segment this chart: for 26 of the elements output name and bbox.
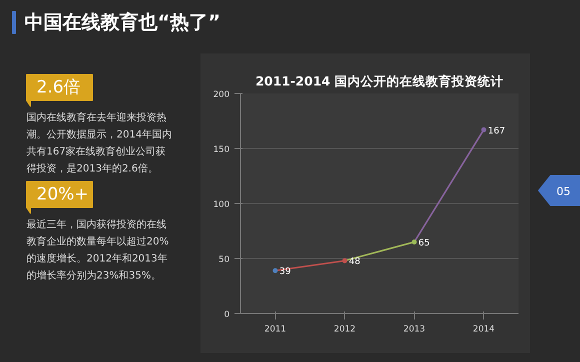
text: 20%+ [36, 184, 89, 204]
y-tick-label: 50 [218, 255, 230, 265]
y-tick-label: 100 [213, 200, 230, 210]
y-tick-label: 150 [213, 145, 230, 155]
text: 国内在线教育在去年迎来投资热 [26, 112, 166, 124]
text: 2.6倍 [36, 78, 81, 98]
x-tick-label: 2014 [472, 324, 495, 334]
x-tick-label: 2012 [334, 324, 356, 334]
text: 潮。公开数据显示，2014年国内 [26, 128, 172, 140]
data-label: 167 [488, 126, 506, 136]
x-tick-label: 2013 [403, 324, 426, 334]
text: 教育企业的数量每年以超过20% [26, 236, 169, 248]
y-tick-label: 0 [224, 310, 230, 320]
text: 的增长率分别为23%和35%。 [26, 270, 161, 282]
text: 的速度增长。2012年和2013年 [26, 252, 168, 264]
text: 中国在线教育也“热了” [24, 12, 220, 34]
text: 得投资，是2013年的2.6倍。 [26, 162, 158, 174]
text: 最近三年，国内获得投资的在线 [26, 218, 166, 230]
data-label: 65 [418, 238, 430, 248]
chart-title: 2011-2014 国内公开的在线教育投资统计 [255, 74, 504, 88]
data-label: 48 [348, 257, 361, 268]
x-tick-label: 2011 [264, 324, 286, 334]
data-label: 39 [279, 267, 292, 278]
text: 05 [556, 185, 570, 198]
text: 共有167家在线教育创业公司获 [26, 146, 166, 158]
y-tick-label: 200 [213, 90, 230, 100]
